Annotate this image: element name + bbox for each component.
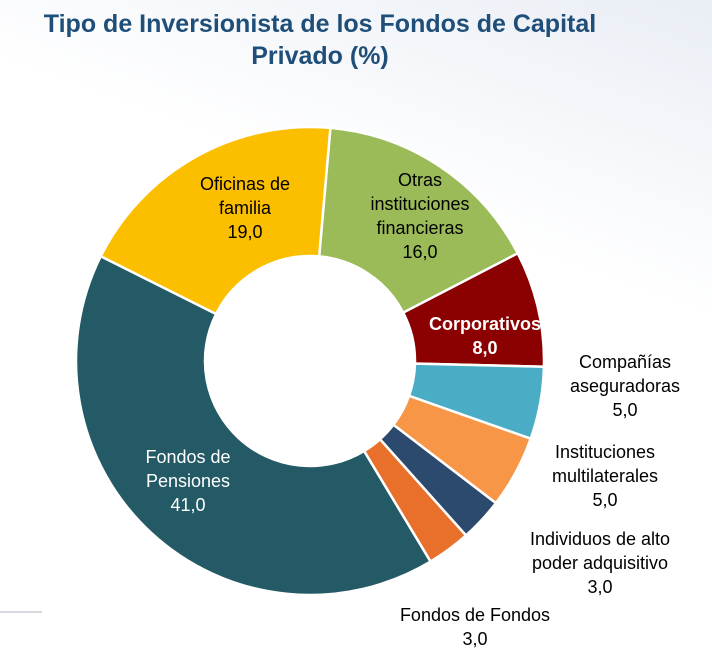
category-label: Individuos de alto poder adquisitivo [529, 529, 671, 573]
data-label: Individuos de alto poder adquisitivo 3,0 [505, 527, 695, 599]
value-label: 5,0 [592, 490, 618, 510]
category-label: Fondos de Pensiones [145, 447, 231, 491]
value-label: 41,0 [170, 495, 206, 515]
category-label: Otras instituciones financieras [370, 170, 470, 238]
donut-segment [74, 254, 433, 597]
value-label: 16,0 [402, 242, 438, 262]
category-label: Oficinas de familia [199, 174, 291, 218]
value-label: 3,0 [462, 629, 488, 649]
data-label: Instituciones multilaterales 5,0 [530, 440, 680, 512]
data-label: Corporativos 8,0 [405, 312, 565, 360]
category-label: Corporativos [428, 314, 542, 334]
category-label: Fondos de Fondos [399, 605, 551, 625]
chart-title: Tipo de Inversionista de los Fondos de C… [43, 10, 597, 70]
value-label: 5,0 [612, 400, 638, 420]
data-label: Fondos de Pensiones 41,0 [128, 445, 248, 517]
donut-segment [99, 125, 332, 316]
value-label: 19,0 [227, 222, 263, 242]
donut-segment [317, 126, 520, 315]
data-label: Compañías aseguradoras 5,0 [555, 350, 695, 422]
value-label: 3,0 [587, 577, 613, 597]
category-label: Instituciones multilaterales [551, 442, 659, 486]
data-label: Oficinas de familia 19,0 [180, 172, 310, 244]
data-label: Otras instituciones financieras 16,0 [355, 168, 485, 264]
category-label: Compañías aseguradoras [569, 352, 681, 396]
value-label: 8,0 [472, 338, 498, 358]
data-label: Fondos de Fondos 3,0 [365, 603, 585, 651]
